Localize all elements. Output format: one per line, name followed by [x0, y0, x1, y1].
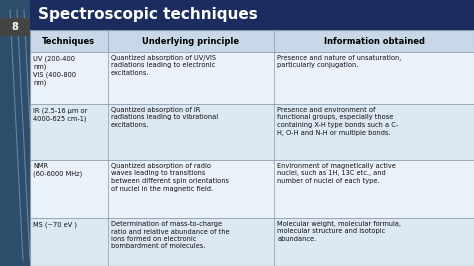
Text: MS (~70 eV ): MS (~70 eV ): [33, 221, 77, 227]
Text: IR (2.5-16 μm or
4000-625 cm-1): IR (2.5-16 μm or 4000-625 cm-1): [33, 107, 87, 122]
Text: Determination of mass-to-charge
ratio and relative abundance of the
ions formed : Determination of mass-to-charge ratio an…: [111, 221, 229, 250]
Text: 8: 8: [11, 22, 18, 32]
Text: Presence and environment of
functional groups, especially those
containing X-H t: Presence and environment of functional g…: [277, 107, 399, 135]
Bar: [30, 30, 474, 266]
Text: Information obtained: Information obtained: [324, 36, 425, 45]
Bar: [30, 0, 474, 30]
Bar: [30, 30, 474, 52]
Bar: [30, 160, 474, 218]
Text: Underlying principle: Underlying principle: [142, 36, 239, 45]
Bar: [30, 218, 474, 266]
Text: Quantized absorption of radio
waves leading to transitions
between different spi: Quantized absorption of radio waves lead…: [111, 163, 228, 192]
Bar: [30, 104, 474, 160]
Text: Quantized absorption of UV/VIS
radiations leading to electronic
excitations.: Quantized absorption of UV/VIS radiation…: [111, 55, 216, 76]
Text: UV (200-400
nm)
VIS (400-800
nm): UV (200-400 nm) VIS (400-800 nm): [33, 55, 76, 85]
Text: Environment of magnetically active
nuclei, such as 1H, 13C etc., and
number of n: Environment of magnetically active nucle…: [277, 163, 396, 184]
Text: NMR
(60-6000 MHz): NMR (60-6000 MHz): [33, 163, 82, 177]
Text: Spectroscopic techniques: Spectroscopic techniques: [38, 7, 258, 23]
Bar: [0, 18, 30, 36]
Bar: [0, 0, 30, 266]
Bar: [30, 52, 474, 104]
Text: Quantized absorption of IR
radiations leading to vibrational
excitations.: Quantized absorption of IR radiations le…: [111, 107, 218, 128]
Text: Techniques: Techniques: [42, 36, 95, 45]
Text: Presence and nature of unsaturation,
particularly conjugation.: Presence and nature of unsaturation, par…: [277, 55, 401, 69]
Text: Molecular weight, molecular formula,
molecular structure and isotopic
abundance.: Molecular weight, molecular formula, mol…: [277, 221, 401, 242]
